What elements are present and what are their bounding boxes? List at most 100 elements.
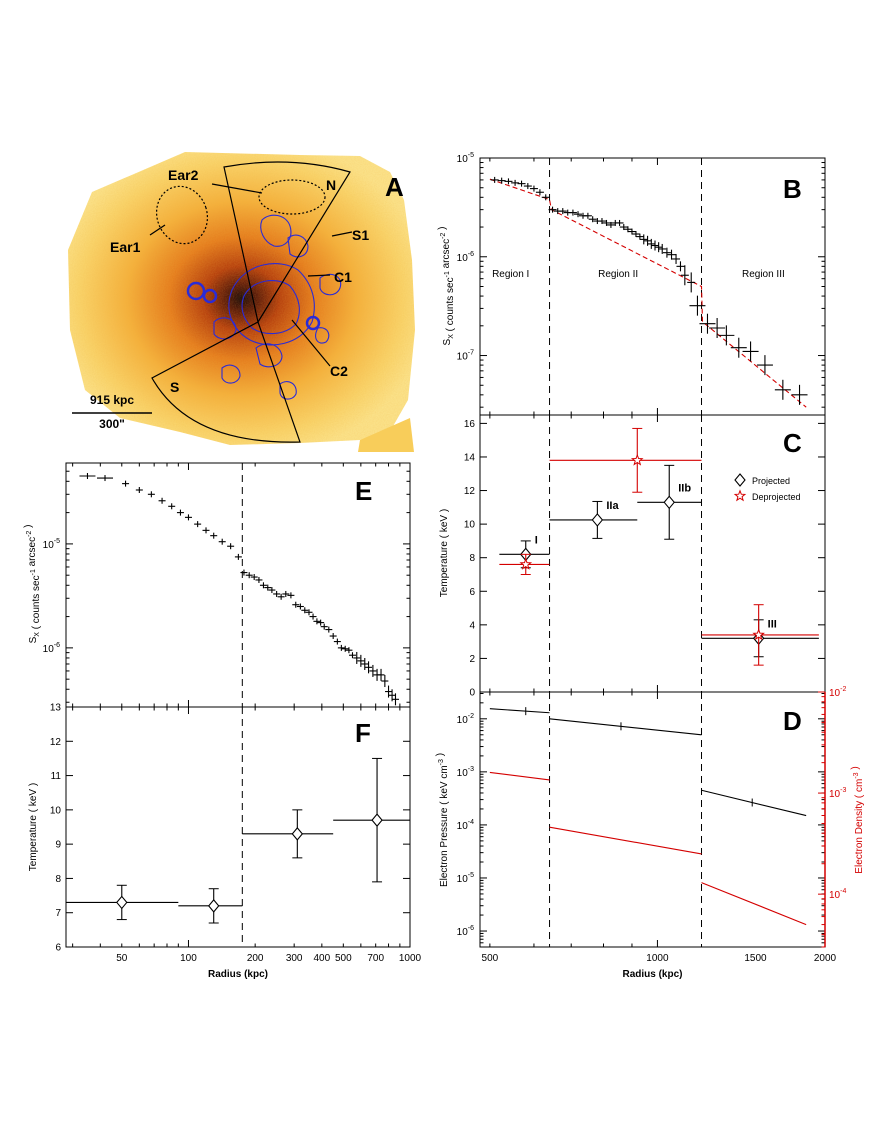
y-tick-label: 6 — [55, 943, 61, 954]
label-s1: S1 — [352, 227, 369, 243]
y-tick-label: 16 — [464, 419, 476, 430]
data-point-star — [630, 453, 644, 466]
x-tick-label: 100 — [180, 953, 197, 964]
panel-letter: D — [783, 706, 802, 736]
data-point-diamond — [207, 898, 220, 913]
pressure-segment — [701, 789, 807, 817]
chart-f-temperature: 6 7 8 9 10 11 12 13 50 100 200 300 400 500 700 1000 Radi… — [28, 703, 422, 981]
y-tick-label: 0 — [469, 688, 475, 699]
y-axis-label: SX ( counts sec-1 arcsec-2 ) — [437, 227, 456, 346]
y-axis-label: Electron Pressure ( keV cm-3 ) — [435, 753, 450, 887]
chart-d-pressure-density: 10-2 10-3 10-4 10-2 10-3 10-4 10-5 10-6 500 1000 1… — [435, 686, 865, 980]
y-tick-label: 9 — [55, 840, 61, 851]
panel-letter: F — [355, 718, 371, 748]
y-axis-label: Temperature ( keV ) — [439, 509, 450, 597]
sector-s — [151, 321, 301, 443]
data-point-star — [519, 557, 533, 570]
x-tick-label: 50 — [116, 953, 128, 964]
point-label: IIb — [678, 482, 691, 494]
label-c2: C2 — [330, 363, 348, 379]
y-tick-label: 11 — [51, 771, 62, 782]
panel-a-xray-image: A Ear1 Ear2 N S S1 C1 C2 915 kpc 300" — [68, 152, 415, 452]
panel-letter: C — [783, 428, 802, 458]
y-tick-label: 14 — [464, 452, 476, 463]
y-tick-label: 10-5 — [457, 872, 474, 885]
y-tick-label: 10-6 — [457, 251, 474, 264]
panel-letter-a: A — [385, 172, 404, 202]
data-point-diamond — [291, 826, 304, 841]
y-axis-label: SX ( counts sec-1 arcsec-2 ) — [23, 525, 42, 644]
x-tick-label: 400 — [314, 953, 331, 964]
density-segment — [549, 826, 702, 855]
x-axis-label: Radius (kpc) — [622, 969, 682, 980]
ear1-ellipse — [155, 185, 209, 245]
y-tick-label: 10-2 — [457, 713, 474, 726]
density-segment — [701, 882, 807, 926]
chart-e-surface-brightness: 10-5 10-6SX ( counts sec-1 arcsec-2 ) E — [23, 462, 411, 708]
y-tick-label: 10-6 — [457, 925, 474, 938]
y-tick-label: 12 — [464, 486, 476, 497]
plot-frame — [479, 157, 826, 416]
y-tick-label: 8 — [55, 874, 61, 885]
y2-tick-label: 10-3 — [829, 787, 846, 800]
scalebar-kpc: 915 kpc — [90, 393, 134, 407]
data-point-star — [733, 489, 747, 502]
data-point-diamond — [116, 895, 128, 910]
y-tick-label: 2 — [469, 654, 475, 665]
plot-frame — [479, 691, 826, 948]
y2-tick-label: 10-4 — [829, 888, 846, 901]
label-ear2: Ear2 — [168, 167, 199, 183]
y-tick-label: 10-3 — [457, 766, 474, 779]
plot-frame — [65, 706, 411, 948]
y-tick-label: 13 — [50, 703, 62, 714]
y2-axis-label: Electron Density ( cm-3 ) — [850, 766, 865, 873]
legend-label-deprojected: Deprojected — [752, 492, 801, 502]
xray-map-chip — [358, 418, 414, 452]
x-tick-label: 1000 — [399, 953, 422, 964]
ear2-ellipse — [258, 179, 326, 215]
x-tick-label: 700 — [367, 953, 384, 964]
x-tick-label: 2000 — [814, 953, 837, 964]
xray-map-grain — [68, 152, 415, 445]
y-tick-label: 10-5 — [43, 538, 60, 551]
data-point-diamond — [734, 473, 746, 487]
sector-n — [223, 161, 351, 324]
legend-label-projected: Projected — [752, 476, 790, 486]
region-overlays — [149, 161, 353, 443]
y-tick-label: 10-6 — [43, 642, 60, 655]
region-label: Region III — [742, 269, 785, 280]
label-c1: C1 — [334, 269, 352, 285]
x-tick-label: 500 — [335, 953, 352, 964]
x-tick-label: 1000 — [646, 953, 669, 964]
y-tick-label: 4 — [469, 620, 475, 631]
x-axis-label: Radius (kpc) — [208, 969, 268, 980]
chart-b-surface-brightness: 10-5 10-6 10-7SX ( counts sec-1 arcsec-2 )… — [437, 152, 826, 416]
scalebar-arcsec: 300" — [99, 417, 125, 431]
y-tick-label: 7 — [55, 908, 61, 919]
x-tick-label: 200 — [247, 953, 264, 964]
panel-letter: E — [355, 476, 372, 506]
y-tick-label: 10-5 — [457, 152, 474, 165]
y-tick-label: 12 — [50, 737, 62, 748]
y-tick-label: 10-4 — [457, 819, 474, 832]
label-ear1: Ear1 — [110, 239, 141, 255]
y2-tick-label: 10-2 — [829, 686, 846, 699]
y-tick-label: 6 — [469, 587, 475, 598]
chart-c-temperature: 0 2 4 6 8 10 12 14 16 Temperature ( keV ) I IIa IIb I… — [439, 414, 826, 699]
density-segment — [489, 771, 550, 781]
y-tick-label: 10-7 — [457, 350, 474, 363]
x-tick-label: 300 — [286, 953, 303, 964]
x-tick-label: 500 — [482, 953, 499, 964]
pressure-segment — [549, 718, 702, 736]
model-line — [489, 178, 807, 408]
data-point-diamond — [371, 813, 383, 828]
panel-letter: B — [783, 174, 802, 204]
region-label: Region I — [492, 269, 529, 280]
label-s: S — [170, 379, 179, 395]
y-tick-label: 10 — [50, 805, 62, 816]
point-label: III — [768, 618, 777, 630]
region-label: Region II — [598, 269, 638, 280]
y-axis-label: Temperature ( keV ) — [28, 783, 39, 871]
point-label: IIa — [606, 500, 619, 512]
